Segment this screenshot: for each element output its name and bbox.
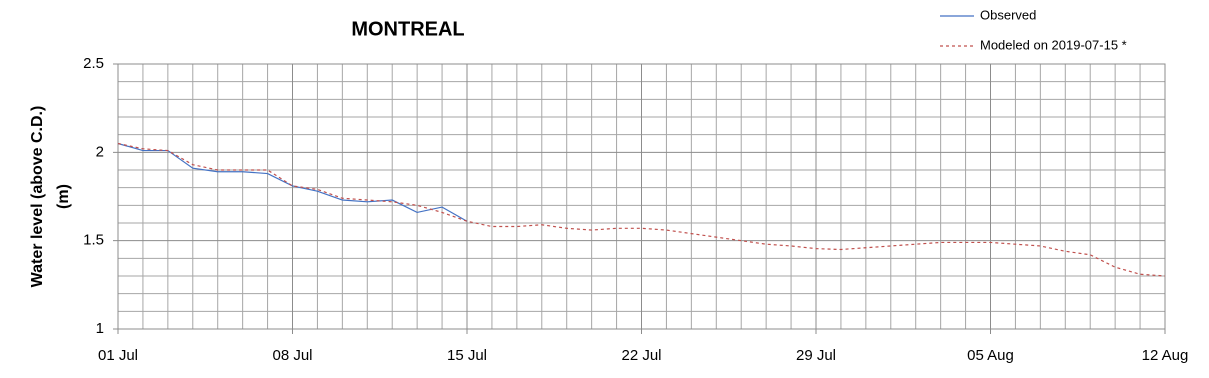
y-tick-label: 2.5 — [83, 55, 104, 72]
legend-label: Observed — [980, 7, 1036, 22]
plot-frame — [117, 63, 1166, 330]
x-tick-label: 01 Jul — [98, 347, 138, 364]
x-tick-label: 12 Aug — [1142, 347, 1189, 364]
legend-label: Modeled on 2019-07-15 * — [980, 37, 1127, 52]
y-tick-label: 1.5 — [83, 232, 104, 249]
x-tick-label: 22 Jul — [621, 347, 661, 364]
y-axis-label-line: Water level (above C.D.) — [29, 106, 46, 288]
y-tick-label: 2 — [96, 143, 104, 160]
data-line — [117, 142, 468, 222]
chart-title: MONTREAL — [351, 18, 464, 40]
y-axis-label-line: (m) — [55, 184, 72, 209]
data-line — [117, 142, 1166, 277]
x-tick-label: 05 Aug — [967, 347, 1014, 364]
x-tick-label: 15 Jul — [447, 347, 487, 364]
y-axis-label: Water level (above C.D.) (m) — [29, 106, 72, 288]
y-tick-label: 1 — [96, 320, 104, 337]
x-tick-label: 29 Jul — [796, 347, 836, 364]
x-tick-label: 08 Jul — [272, 347, 312, 364]
